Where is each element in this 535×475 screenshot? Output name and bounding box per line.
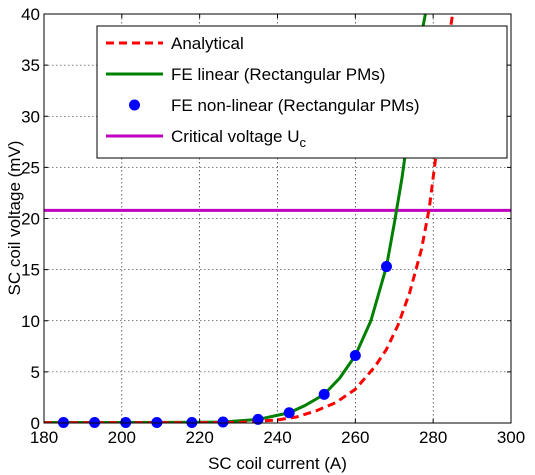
- legend-box: [96, 25, 508, 159]
- y-tick-label: 10: [21, 312, 40, 331]
- legend-label: FE linear (Rectangular PMs): [171, 65, 385, 84]
- fe-nonlinear-point: [89, 416, 101, 428]
- legend-label: Critical voltage Uc: [171, 127, 307, 150]
- y-tick-label: 30: [21, 107, 40, 126]
- legend: Analytical FE linear (Rectangular PMs) FE …: [96, 25, 508, 159]
- fe-nonlinear-point: [151, 416, 163, 428]
- legend-label: FE non-linear (Rectangular PMs): [171, 96, 419, 115]
- ticks: 180 200 220 240 260 280 300 0 5 10 15 20 25 30 35 40: [21, 5, 525, 447]
- fe-nonlinear-point: [252, 413, 264, 425]
- fe-nonlinear-point: [318, 388, 330, 400]
- x-tick-label: 260: [341, 428, 369, 447]
- x-tick-label: 220: [185, 428, 213, 447]
- fe-nonlinear-point: [217, 416, 229, 428]
- legend-label-subscript: c: [300, 135, 307, 150]
- x-tick-label: 200: [108, 428, 136, 447]
- y-tick-label: 40: [21, 5, 40, 24]
- legend-label: Analytical: [171, 34, 244, 53]
- y-tick-label: 25: [21, 158, 40, 177]
- y-tick-label: 5: [31, 363, 40, 382]
- x-tick-label: 180: [30, 428, 58, 447]
- y-tick-label: 15: [21, 261, 40, 280]
- y-tick-label: 35: [21, 56, 40, 75]
- fe-nonlinear-point: [57, 416, 69, 428]
- fe-nonlinear-point: [283, 407, 295, 419]
- x-tick-label: 300: [497, 428, 525, 447]
- legend-marker: [129, 99, 140, 111]
- fe-nonlinear-point: [380, 261, 392, 273]
- y-axis-label: SC coil voltage (mV): [5, 141, 24, 296]
- fe-nonlinear-point: [120, 416, 132, 428]
- fe-nonlinear-point: [186, 416, 198, 428]
- x-tick-label: 280: [419, 428, 447, 447]
- fe-nonlinear-point: [349, 350, 361, 362]
- x-tick-label: 240: [263, 428, 291, 447]
- y-tick-label: 0: [31, 414, 40, 433]
- x-axis-label: SC coil current (A): [208, 454, 347, 473]
- y-tick-label: 20: [21, 210, 40, 229]
